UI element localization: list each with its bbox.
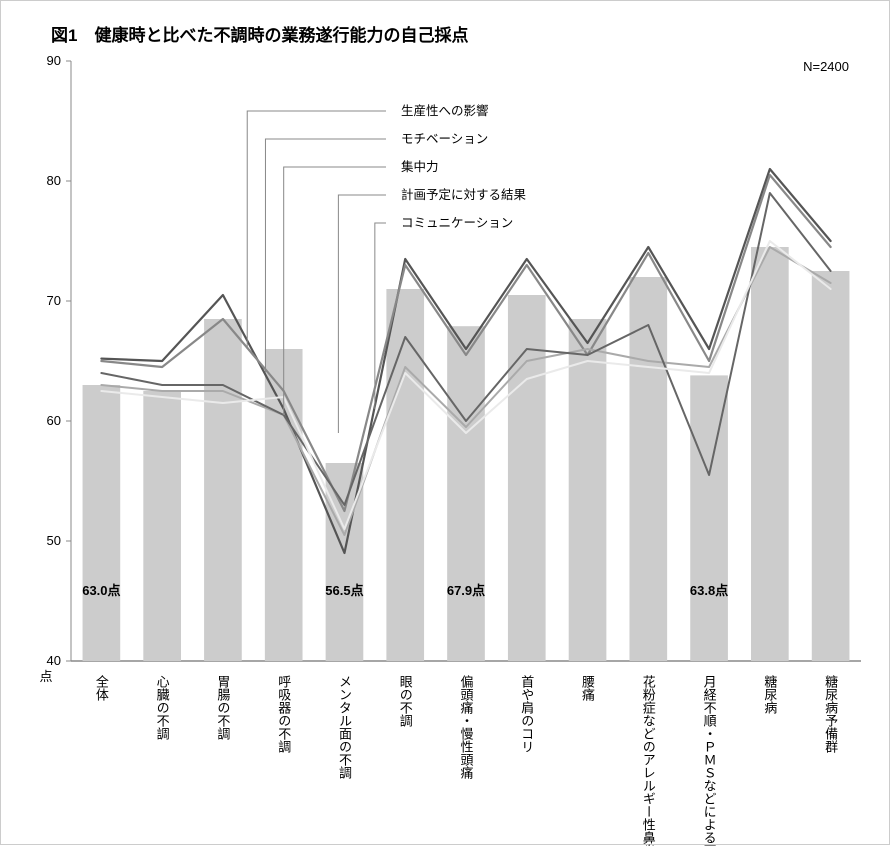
x-label: 呼吸器の不調	[276, 675, 291, 753]
legend-label: モチベーション	[401, 132, 488, 146]
x-label: 月経不順・ＰＭＳなどによる不調	[702, 675, 717, 846]
bar	[812, 271, 850, 661]
legend-label: 集中力	[401, 159, 439, 174]
svg-text:70: 70	[47, 293, 61, 308]
x-label: 胃腸の不調	[215, 675, 230, 740]
bar	[447, 326, 485, 661]
x-label: 偏頭痛・慢性頭痛	[459, 675, 474, 780]
chart-container: 図1 健康時と比べた不調時の業務遂行能力の自己採点 N=2400 4050607…	[0, 0, 890, 845]
x-label: 花粉症などのアレルギー性鼻炎	[641, 674, 656, 846]
bar	[386, 289, 424, 661]
svg-text:点: 点	[39, 669, 52, 684]
x-label: 全体	[94, 674, 109, 701]
svg-text:60: 60	[47, 413, 61, 428]
x-label: メンタル面の不調	[337, 675, 352, 779]
bar	[629, 277, 667, 661]
callout-label: 56.5点	[325, 583, 363, 598]
svg-text:80: 80	[47, 173, 61, 188]
legend-label: コミュニケーション	[401, 216, 513, 230]
bar	[143, 391, 181, 661]
legend-label: 計画予定に対する結果	[401, 187, 527, 202]
x-label: 糖尿病予備群	[823, 674, 838, 753]
x-label: 眼の不調	[398, 675, 413, 727]
x-label: 首や肩のコリ	[519, 675, 534, 753]
bar	[83, 385, 121, 661]
svg-text:40: 40	[47, 653, 61, 668]
legend-label: 生産性への影響	[401, 103, 489, 118]
legend-leader	[247, 111, 386, 349]
callout-label: 63.8点	[690, 583, 728, 598]
callout-label: 63.0点	[82, 583, 120, 598]
bar	[569, 319, 607, 661]
x-label: 糖尿病	[762, 674, 777, 714]
svg-text:50: 50	[47, 533, 61, 548]
callout-label: 67.9点	[447, 583, 485, 598]
svg-text:90: 90	[47, 53, 61, 68]
x-label: 心臓の不調	[155, 675, 170, 740]
x-label: 腰痛	[580, 675, 595, 702]
bar	[751, 247, 789, 661]
chart-svg: 40 50 60 70 80 90 点 全体 心臓の不調 胃腸の不調 呼吸器の不調 メンタル面の不調 眼…	[1, 1, 890, 846]
bar	[204, 319, 242, 661]
legend-leader	[338, 195, 386, 433]
